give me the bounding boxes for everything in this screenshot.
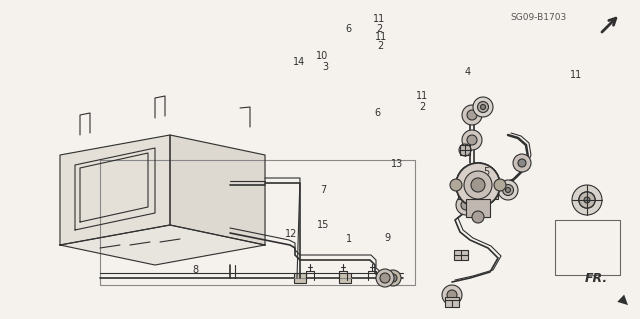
Bar (466, 199, 490, 217)
Circle shape (472, 211, 484, 223)
Text: 2: 2 (376, 24, 383, 34)
Text: 10: 10 (316, 51, 328, 61)
Circle shape (471, 178, 485, 192)
Circle shape (456, 163, 500, 207)
Bar (445, 297, 459, 307)
Polygon shape (60, 225, 265, 265)
Circle shape (389, 274, 397, 282)
Text: 3: 3 (322, 62, 328, 72)
Circle shape (456, 163, 500, 207)
Text: SG09-B1703: SG09-B1703 (510, 13, 566, 23)
Circle shape (494, 179, 506, 191)
Text: 11: 11 (416, 91, 429, 101)
Circle shape (477, 101, 488, 113)
Bar (458, 177, 498, 199)
Text: 2: 2 (378, 41, 384, 51)
Circle shape (481, 105, 486, 109)
Circle shape (579, 192, 595, 208)
Circle shape (572, 185, 602, 215)
Bar (339, 273, 351, 283)
Text: FR.: FR. (585, 271, 608, 285)
Circle shape (506, 188, 511, 192)
Circle shape (579, 192, 595, 208)
Bar (379, 273, 391, 283)
Circle shape (447, 290, 457, 300)
Circle shape (518, 159, 526, 167)
Text: 5: 5 (483, 167, 490, 177)
Circle shape (464, 171, 492, 199)
Circle shape (385, 270, 401, 286)
Bar (460, 145, 470, 155)
Bar (454, 250, 468, 260)
Text: 15: 15 (317, 220, 330, 230)
Text: 6: 6 (374, 108, 381, 118)
Circle shape (467, 135, 477, 145)
Circle shape (456, 195, 476, 215)
Text: 14: 14 (293, 57, 306, 67)
Circle shape (583, 196, 591, 204)
Polygon shape (170, 135, 265, 245)
Circle shape (376, 269, 394, 287)
Text: 4: 4 (464, 67, 470, 77)
Circle shape (462, 105, 482, 125)
Polygon shape (60, 135, 170, 245)
Circle shape (442, 285, 462, 305)
Circle shape (473, 97, 493, 117)
Circle shape (380, 273, 390, 283)
Text: 9: 9 (384, 233, 390, 243)
Circle shape (502, 184, 513, 196)
Text: 8: 8 (192, 264, 198, 275)
Bar (555, 220, 620, 275)
Bar (294, 273, 306, 283)
Circle shape (513, 154, 531, 172)
Text: 2: 2 (419, 102, 426, 112)
Circle shape (498, 180, 518, 200)
Circle shape (461, 200, 471, 210)
Circle shape (450, 179, 462, 191)
Circle shape (584, 197, 590, 203)
Text: 6: 6 (346, 24, 352, 34)
Text: 1: 1 (346, 234, 352, 244)
Circle shape (467, 110, 477, 120)
Text: 11: 11 (374, 32, 387, 42)
Text: 7: 7 (320, 185, 326, 195)
Text: 13: 13 (390, 159, 403, 169)
Text: 12: 12 (285, 229, 298, 240)
Text: 11: 11 (373, 13, 386, 24)
Text: 11: 11 (570, 70, 582, 80)
Circle shape (462, 130, 482, 150)
